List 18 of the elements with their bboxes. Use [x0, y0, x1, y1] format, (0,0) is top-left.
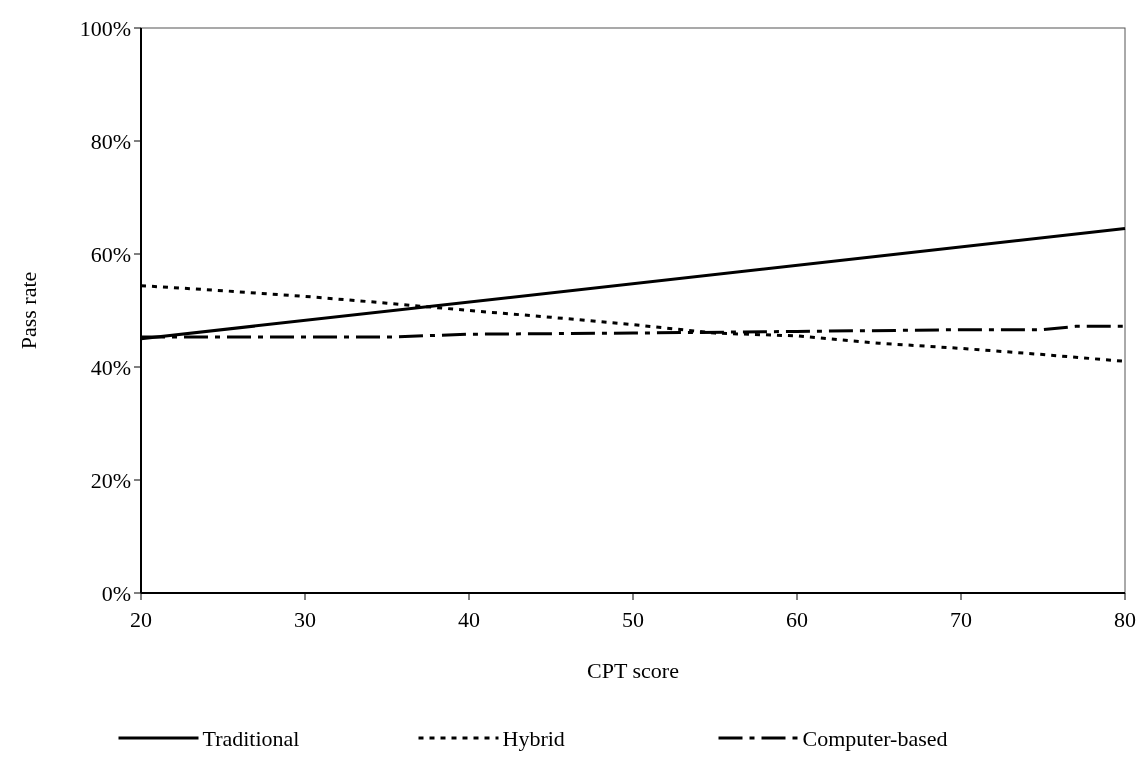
legend-label: Hybrid — [502, 725, 565, 751]
y-tick-label: 40% — [90, 354, 131, 380]
y-axis-title: Pass rate — [16, 271, 41, 350]
x-tick-label: 80 — [1114, 607, 1136, 632]
x-tick-label: 40 — [458, 607, 480, 632]
y-tick-label: 100% — [79, 15, 131, 41]
x-tick-label: 60 — [786, 607, 808, 632]
y-tick-label: 60% — [90, 241, 131, 267]
x-tick-label: 30 — [294, 607, 316, 632]
legend-label: Traditional — [202, 725, 300, 751]
y-tick-label: 0% — [101, 580, 131, 606]
x-tick-label: 50 — [622, 607, 644, 632]
x-axis-title: CPT score — [587, 658, 679, 683]
y-tick-label: 80% — [90, 128, 131, 154]
x-tick-label: 20 — [130, 607, 152, 632]
x-tick-label: 70 — [950, 607, 972, 632]
legend-label: Computer-based — [802, 725, 948, 751]
y-tick-label: 20% — [90, 467, 131, 493]
